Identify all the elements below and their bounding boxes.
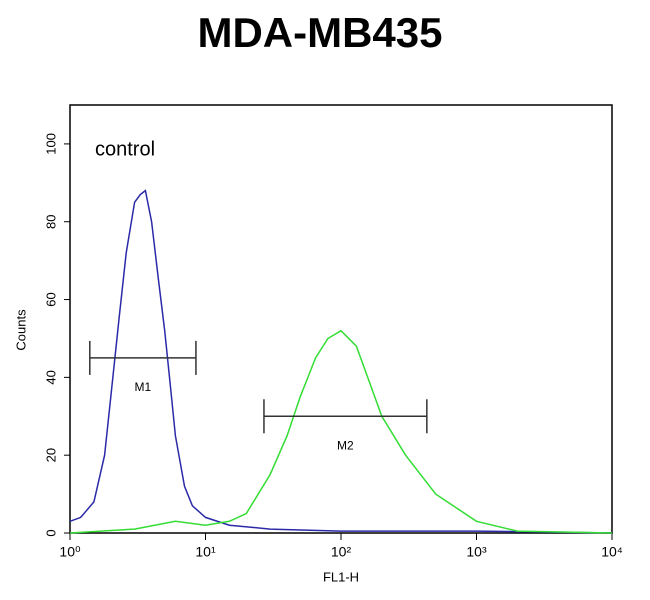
x-tick-label: 10² xyxy=(331,544,352,560)
gate-label: M2 xyxy=(337,438,354,452)
y-tick-label: 20 xyxy=(43,448,58,462)
x-tick-label: 10⁰ xyxy=(59,544,81,560)
gate-label: M1 xyxy=(135,380,152,394)
x-axis-label: FL1-H xyxy=(323,569,359,584)
series-line xyxy=(69,329,613,534)
y-tick-label: 60 xyxy=(43,292,58,306)
x-tick-label: 10⁴ xyxy=(601,544,623,560)
annotation: control xyxy=(95,138,155,160)
x-tick-label: 10³ xyxy=(466,544,487,560)
chart-title: MDA-MB435 xyxy=(197,9,442,56)
series-line xyxy=(69,189,613,534)
y-tick-label: 100 xyxy=(43,133,58,155)
x-tick-label: 10¹ xyxy=(195,544,216,560)
plot-frame xyxy=(69,104,613,534)
y-tick-label: 0 xyxy=(43,529,58,536)
y-axis-label: Counts xyxy=(13,309,28,351)
y-tick-label: 40 xyxy=(43,370,58,384)
y-tick-label: 80 xyxy=(43,214,58,228)
